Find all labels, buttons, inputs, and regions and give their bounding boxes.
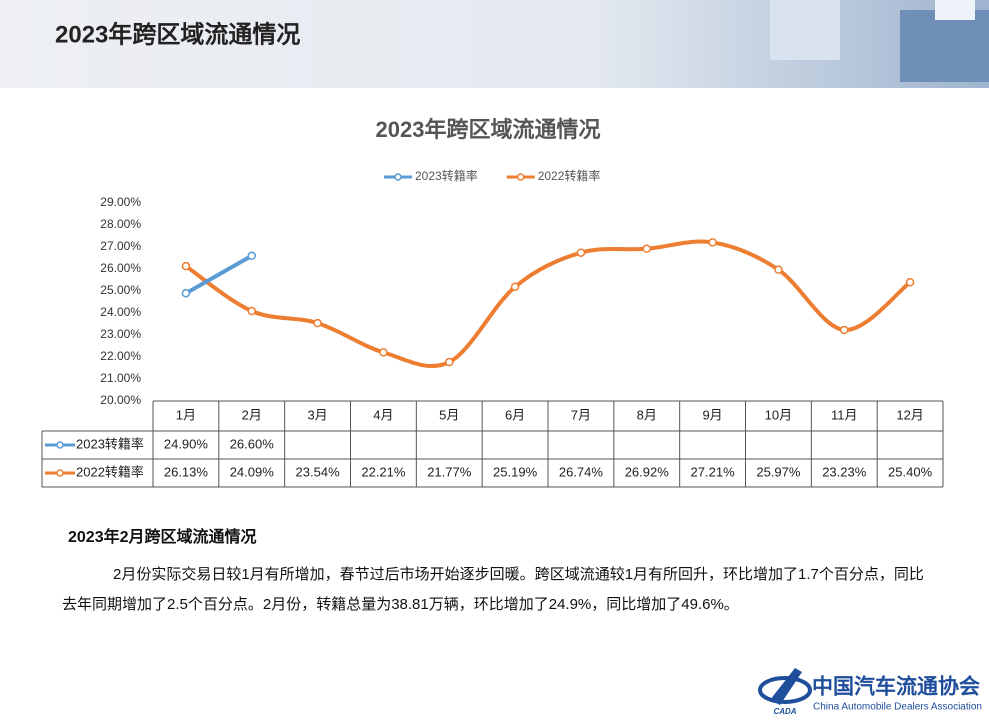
point bbox=[708, 238, 717, 247]
point bbox=[642, 244, 651, 254]
table-value: 25.19% bbox=[493, 464, 538, 479]
table-value: 25.97% bbox=[756, 464, 801, 479]
logo-icon bbox=[758, 676, 812, 704]
point bbox=[313, 318, 322, 328]
table-value: 21.77% bbox=[427, 464, 472, 479]
x-tick-label: 7月 bbox=[571, 407, 591, 422]
series-line bbox=[183, 253, 254, 296]
table-value: 26.60% bbox=[230, 436, 275, 451]
legend-label: 2022转籍率 bbox=[538, 168, 601, 183]
header-title: 2023年跨区域流通情况 bbox=[55, 20, 300, 48]
logo: CADA bbox=[758, 668, 812, 716]
y-tick-label: 21.00% bbox=[100, 371, 141, 385]
legend-label: 2023转籍率 bbox=[415, 168, 478, 183]
table-legend-marker bbox=[56, 441, 64, 449]
point bbox=[181, 261, 191, 271]
table-value: 24.90% bbox=[164, 436, 209, 451]
table-value: 23.54% bbox=[296, 464, 341, 479]
x-tick-label: 4月 bbox=[373, 407, 393, 422]
paragraph: 2月份实际交易日较1月有所增加，春节过后市场开始逐步回暖。跨区域流通较1月有所回… bbox=[62, 566, 924, 613]
chart-title: 2023年跨区域流通情况 bbox=[376, 117, 601, 142]
logo-mark: CADA bbox=[773, 707, 796, 716]
x-tick-label: 1月 bbox=[176, 407, 196, 422]
point bbox=[840, 325, 849, 335]
x-tick-label: 11月 bbox=[831, 407, 858, 422]
table-row-label: 2023转籍率 bbox=[76, 436, 144, 451]
logo-english: China Automobile Dealers Association bbox=[813, 702, 982, 713]
table-value: 24.09% bbox=[230, 464, 275, 479]
section-heading: 2023年2月跨区域流通情况 bbox=[68, 527, 257, 546]
point bbox=[247, 251, 256, 261]
cube bbox=[900, 10, 989, 82]
table-value: 23.23% bbox=[822, 464, 867, 479]
x-tick-label: 5月 bbox=[439, 407, 459, 422]
table-value: 26.92% bbox=[625, 464, 670, 479]
y-tick-label: 20.00% bbox=[100, 393, 141, 407]
x-tick-label: 9月 bbox=[702, 407, 722, 422]
logo-name: 中国汽车流通协会 bbox=[812, 674, 980, 699]
table-legend-marker bbox=[56, 469, 64, 477]
y-tick-label: 27.00% bbox=[100, 239, 141, 253]
cube bbox=[770, 0, 840, 60]
y-tick-label: 24.00% bbox=[100, 305, 141, 319]
y-tick-label: 25.00% bbox=[100, 283, 141, 297]
point bbox=[905, 277, 915, 287]
logo-icon bbox=[770, 668, 802, 705]
x-tick-label: 2月 bbox=[242, 407, 262, 422]
cube bbox=[935, 0, 975, 20]
y-tick-label: 26.00% bbox=[100, 261, 141, 275]
x-tick-label: 3月 bbox=[307, 407, 327, 422]
y-tick-label: 28.00% bbox=[100, 217, 141, 231]
table-value: 27.21% bbox=[691, 464, 736, 479]
point bbox=[247, 306, 256, 316]
y-tick-label: 29.00% bbox=[100, 195, 141, 209]
x-tick-label: 8月 bbox=[637, 407, 657, 422]
legend-marker bbox=[516, 173, 525, 181]
point bbox=[181, 288, 191, 298]
table-value: 26.13% bbox=[164, 464, 209, 479]
point bbox=[510, 282, 520, 292]
x-tick-label: 6月 bbox=[505, 407, 525, 422]
x-tick-label: 12月 bbox=[896, 407, 923, 422]
table-value: 26.74% bbox=[559, 464, 604, 479]
y-tick-label: 23.00% bbox=[100, 327, 141, 341]
table-row-label: 2022转籍率 bbox=[76, 464, 144, 479]
table-value: 25.40% bbox=[888, 464, 933, 479]
point bbox=[445, 357, 454, 367]
table-value: 22.21% bbox=[361, 464, 406, 479]
y-tick-label: 22.00% bbox=[100, 349, 141, 363]
legend-marker bbox=[394, 173, 402, 181]
point bbox=[576, 248, 586, 257]
x-tick-label: 10月 bbox=[765, 407, 792, 422]
point bbox=[379, 348, 388, 357]
point bbox=[774, 265, 783, 274]
series-line bbox=[183, 239, 913, 368]
